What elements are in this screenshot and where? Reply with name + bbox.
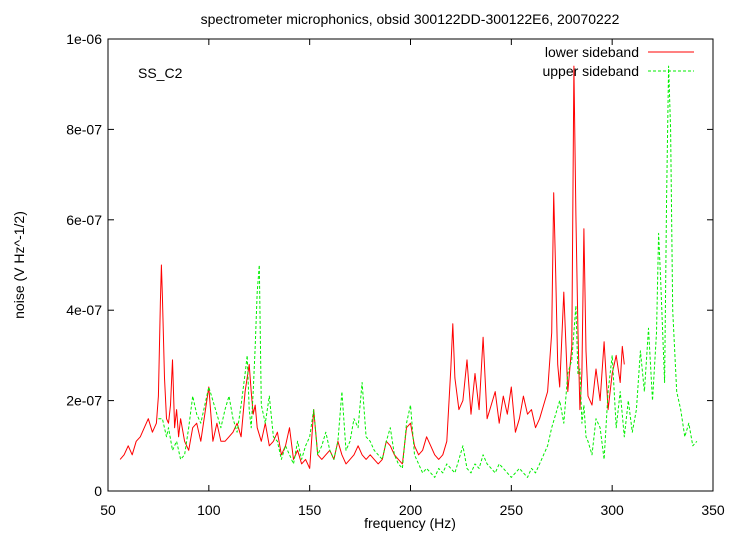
- x-tick-label: 350: [701, 502, 725, 518]
- y-axis-ticks: 0 2e-07 4e-07 6e-07 8e-07 1e-06: [66, 31, 713, 499]
- x-tick-label: 250: [500, 502, 524, 518]
- chart-title: spectrometer microphonics, obsid 300122D…: [201, 11, 620, 27]
- y-tick-label: 6e-07: [66, 212, 102, 228]
- y-tick-label: 1e-06: [66, 31, 102, 47]
- x-tick-label: 150: [298, 502, 322, 518]
- series-layer: [119, 65, 698, 478]
- x-axis-label: frequency (Hz): [364, 515, 456, 531]
- x-tick-label: 100: [197, 502, 221, 518]
- x-tick-label: 300: [600, 502, 624, 518]
- legend: lower sideband upper sideband: [542, 44, 694, 79]
- series-line-upper-sideband: [158, 65, 698, 478]
- y-tick-label: 0: [94, 483, 102, 499]
- y-tick-label: 4e-07: [66, 302, 102, 318]
- series-line-lower-sideband: [119, 65, 625, 469]
- y-tick-label: 2e-07: [66, 393, 102, 409]
- legend-label: upper sideband: [542, 63, 639, 79]
- x-tick-label: 50: [100, 502, 116, 518]
- y-tick-label: 8e-07: [66, 121, 102, 137]
- legend-label: lower sideband: [545, 44, 639, 60]
- x-axis-ticks: 50 100 150 200 250 300 350: [100, 39, 725, 518]
- x-tick-label: 200: [399, 502, 423, 518]
- y-axis-label: noise (V Hz^-1/2): [11, 211, 27, 319]
- chart-annotation: SS_C2: [138, 65, 183, 81]
